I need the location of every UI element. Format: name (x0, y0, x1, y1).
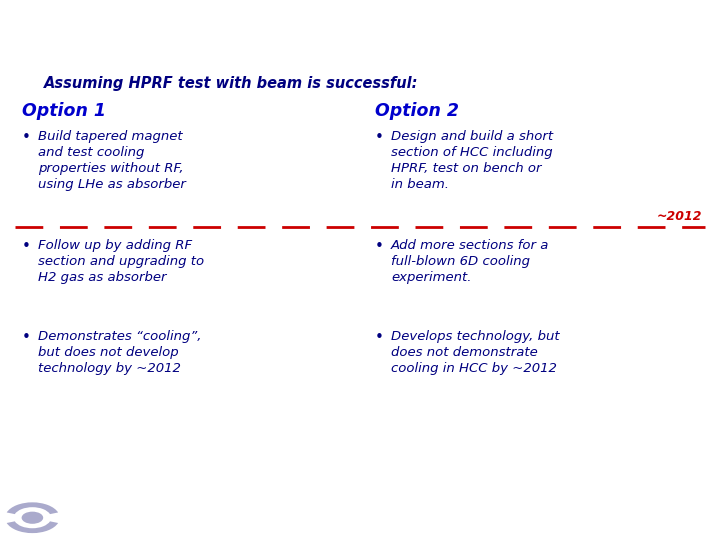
Text: Build tapered magnet
and test cooling
properties without RF,
using LHe as absorb: Build tapered magnet and test cooling pr… (38, 130, 186, 191)
Text: Add more sections for a
full-blown 6D cooling
experiment.: Add more sections for a full-blown 6D co… (391, 239, 549, 284)
Text: •: • (22, 330, 31, 345)
Text: •: • (22, 130, 31, 145)
Wedge shape (6, 502, 58, 514)
Text: Develops technology, but
does not demonstrate
cooling in HCC by ~2012: Develops technology, but does not demons… (391, 330, 559, 375)
Text: •: • (22, 239, 31, 254)
Text: Cooling experiment strategy: Cooling experiment strategy (158, 19, 562, 43)
Circle shape (22, 512, 43, 524)
Text: •: • (375, 330, 384, 345)
Text: Design and build a short
section of HCC including
HPRF, test on bench or
in beam: Design and build a short section of HCC … (391, 130, 553, 191)
Text: October 22, 2007: October 22, 2007 (108, 515, 205, 525)
Text: Assuming HPRF test with beam is successful:: Assuming HPRF test with beam is successf… (44, 76, 418, 91)
Text: •: • (375, 130, 384, 145)
Text: Option 2: Option 2 (375, 102, 459, 120)
Text: 28: 28 (641, 515, 655, 525)
Text: Andreas Jansson: Andreas Jansson (314, 515, 406, 525)
Wedge shape (6, 521, 58, 533)
Text: ~2012: ~2012 (657, 210, 702, 223)
Text: Demonstrates “cooling”,
but does not develop
technology by ~2012: Demonstrates “cooling”, but does not dev… (38, 330, 202, 375)
Text: Follow up by adding RF
section and upgrading to
H2 gas as absorber: Follow up by adding RF section and upgra… (38, 239, 204, 284)
Text: Option 1: Option 1 (22, 102, 106, 120)
Text: •: • (375, 239, 384, 254)
